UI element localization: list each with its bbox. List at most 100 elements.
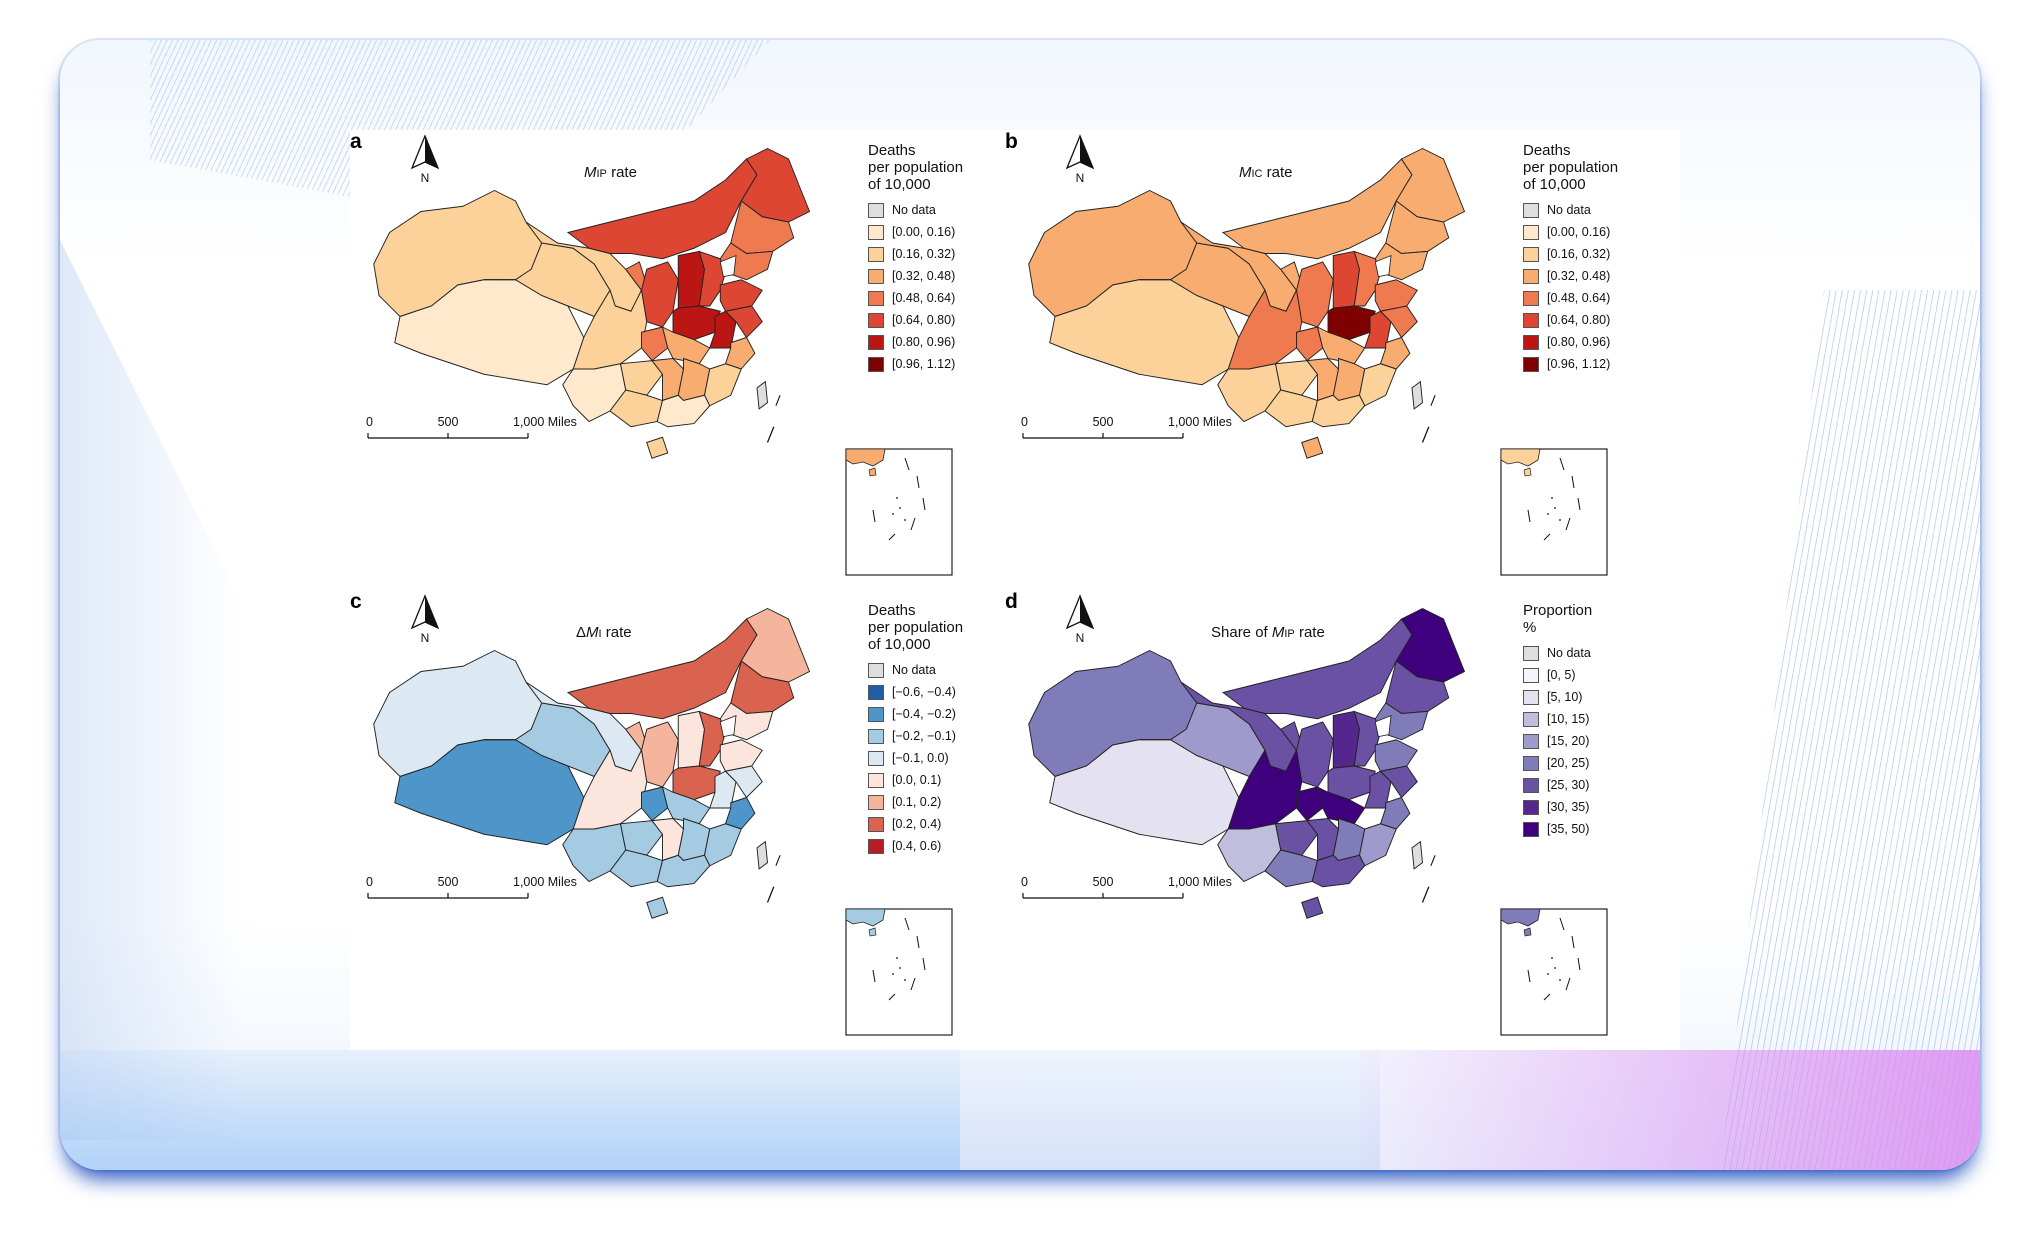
inset-dash — [1577, 957, 1581, 971]
legend-label: [0.80, 0.96) — [1547, 335, 1611, 349]
choropleth-map: N 0 500 1,000 Miles — [1021, 134, 1466, 459]
inset-dash — [1571, 935, 1575, 949]
legend-swatch — [868, 816, 884, 832]
inset-island — [1523, 467, 1532, 477]
legend-label: No data — [892, 663, 936, 677]
north-arrow-shade — [1080, 596, 1093, 628]
legend-swatch — [1523, 689, 1539, 705]
legend-label: [10, 15) — [1547, 712, 1590, 726]
panel-letter: c — [350, 590, 362, 613]
region-henan — [672, 765, 721, 801]
legend-item: [0.00, 0.16) — [868, 221, 1008, 243]
legend-label: [0.48, 0.64) — [1547, 291, 1611, 305]
scale-label: 0 — [1021, 875, 1028, 889]
legend-title-line: of 10,000 — [868, 176, 931, 193]
region-guangdong — [1311, 854, 1366, 888]
inset-dot — [892, 513, 894, 515]
region-hebei — [698, 710, 726, 767]
legend-label: [0.4, 0.6) — [892, 839, 942, 853]
legend-item: [0.32, 0.48) — [1523, 265, 1663, 287]
island-dash — [766, 426, 775, 443]
inset-dash — [1527, 969, 1531, 983]
scale-label: 500 — [1093, 875, 1114, 889]
legend-label: [−0.4, −0.2) — [892, 707, 956, 721]
inset-dot — [904, 979, 906, 981]
legend-item: [−0.6, −0.4) — [868, 681, 1008, 703]
scale-label: 1,000 Miles — [1168, 875, 1232, 889]
legend-title-line: per population — [868, 619, 964, 636]
region-hainan — [646, 436, 669, 459]
legend-label: [35, 50) — [1547, 822, 1590, 836]
legend-title-line: per population — [1523, 159, 1619, 176]
region-henan — [672, 305, 721, 341]
island-dash — [1430, 395, 1436, 406]
legend-swatch — [1523, 334, 1539, 350]
inset-dot — [1551, 957, 1553, 959]
legend-item: [0.80, 0.96) — [868, 331, 1008, 353]
panel-c: c ΔMI rate N 0 500 1,000 Miles Deaths per popul… — [350, 590, 1000, 1050]
legend-title: Proportion% — [1523, 602, 1663, 636]
region-heilongjiang — [1395, 147, 1466, 223]
legend-item: No data — [1523, 642, 1663, 664]
island-dash — [775, 855, 781, 866]
legend-swatch — [1523, 290, 1539, 306]
inset-map — [1500, 908, 1608, 1036]
legend-swatch — [1523, 667, 1539, 683]
panel-letter: b — [1005, 130, 1018, 153]
legend-swatch — [1523, 202, 1539, 218]
legend-item: [0.48, 0.64) — [1523, 287, 1663, 309]
inset-dot — [1559, 979, 1561, 981]
legend-swatch — [1523, 755, 1539, 771]
scale-label: 0 — [366, 875, 373, 889]
region-hebei — [1353, 710, 1381, 767]
region-fujian — [704, 363, 742, 407]
scale-bar: 0 500 1,000 Miles — [366, 415, 577, 439]
legend-label: [0.16, 0.32) — [1547, 247, 1611, 261]
legend-label: [0.1, 0.2) — [892, 795, 942, 809]
legend-title: Deaths per population of 10,000 — [1523, 142, 1663, 193]
legend: Deaths per population of 10,000 No data [0.0… — [1523, 142, 1663, 375]
legend-swatch — [1523, 821, 1539, 837]
panel-title: ΔMI rate — [576, 624, 632, 641]
inset-dot — [1547, 973, 1549, 975]
inset-island — [868, 467, 877, 477]
legend-item: [0.16, 0.32) — [868, 243, 1008, 265]
inset-dash — [872, 509, 876, 523]
region-taiwan — [1411, 380, 1423, 410]
inset-coast — [1500, 908, 1541, 927]
choropleth-map: N 0 500 1,000 Miles — [366, 134, 811, 459]
region-heilongjiang — [740, 607, 811, 683]
choropleth-map: N 0 500 1,000 Miles — [366, 594, 811, 919]
legend-title-line: Deaths — [868, 602, 916, 619]
region-fujian — [704, 823, 742, 867]
legend-swatch — [1523, 733, 1539, 749]
scale-label: 0 — [1021, 415, 1028, 429]
legend-item: [35, 50) — [1523, 818, 1663, 840]
region-guizhou — [1274, 360, 1319, 396]
bohai-sea — [719, 254, 737, 278]
legend-item: [20, 25) — [1523, 752, 1663, 774]
region-fujian — [1359, 823, 1397, 867]
legend-label: [0.64, 0.80) — [1547, 313, 1611, 327]
inset-frame — [845, 448, 953, 576]
legend-swatch — [1523, 799, 1539, 815]
legend-item: [10, 15) — [1523, 708, 1663, 730]
inset-dash — [910, 517, 916, 531]
legend-swatch — [1523, 645, 1539, 661]
inset-dot — [1559, 519, 1561, 521]
legend-swatch — [868, 290, 884, 306]
inset-island — [868, 927, 877, 937]
legend-title-line: % — [1523, 619, 1537, 636]
inset-dot — [1554, 967, 1556, 969]
region-neimenggu — [566, 618, 758, 720]
legend-swatch — [868, 662, 884, 678]
legend-swatch — [868, 268, 884, 284]
legend-swatch — [1523, 224, 1539, 240]
legend-item: [0.80, 0.96) — [1523, 331, 1663, 353]
scale-label: 500 — [1093, 415, 1114, 429]
legend-label: [−0.1, 0.0) — [892, 751, 949, 765]
legend-swatch — [868, 772, 884, 788]
inset-dot — [1547, 513, 1549, 515]
island-dash — [1430, 855, 1436, 866]
legend-item: [0.4, 0.6) — [868, 835, 1008, 857]
